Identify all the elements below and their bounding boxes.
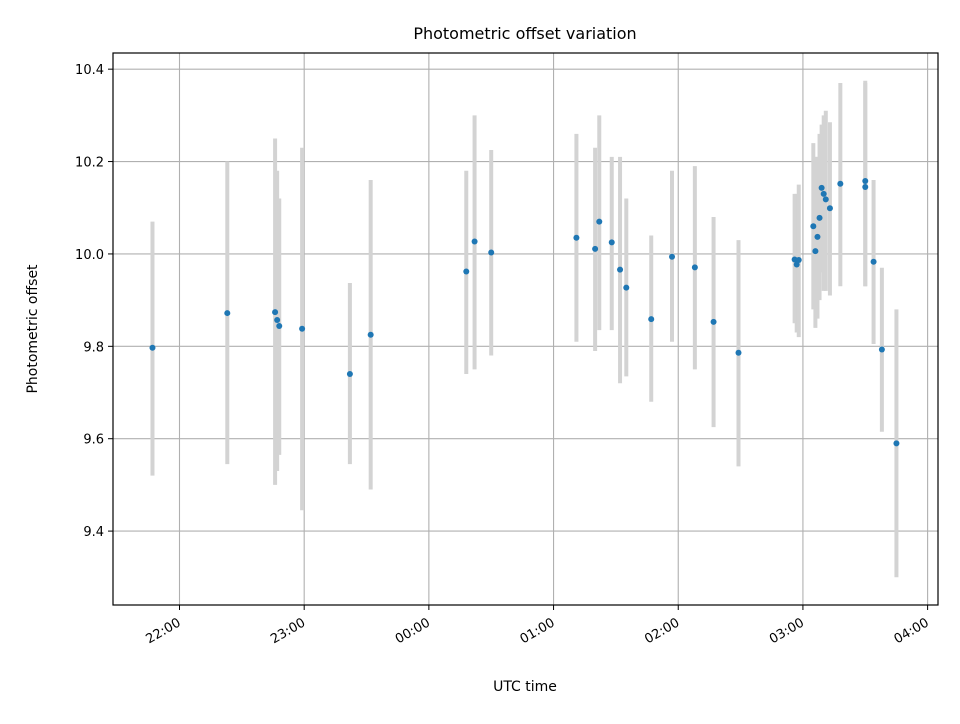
data-point (862, 177, 869, 184)
data-point (596, 218, 603, 225)
data-point (346, 371, 353, 378)
y-tick-label: 9.8 (83, 340, 104, 355)
y-tick-label: 10.2 (75, 156, 104, 171)
data-point (367, 331, 374, 338)
data-point (274, 316, 281, 323)
data-point (691, 264, 698, 271)
grid-lines (113, 53, 938, 605)
data-point (820, 190, 827, 197)
data-point (793, 261, 800, 268)
chart-title: Photometric offset variation (413, 24, 636, 43)
data-point (471, 238, 478, 245)
data-point (862, 183, 869, 190)
data-point (573, 234, 580, 241)
data-point (814, 233, 821, 240)
data-point (893, 440, 900, 447)
y-tick-label: 9.4 (83, 525, 104, 540)
y-tick-label: 9.6 (83, 433, 104, 448)
data-point (617, 266, 624, 273)
data-point (488, 249, 495, 256)
data-point (463, 268, 470, 275)
data-point (299, 325, 306, 332)
data-points (149, 177, 900, 447)
data-point (149, 344, 156, 351)
y-axis-label: Photometric offset (25, 264, 41, 394)
data-point (810, 223, 817, 230)
y-tick-label: 10.0 (75, 248, 104, 263)
data-point (669, 253, 676, 260)
data-point (837, 180, 844, 187)
data-point (608, 239, 615, 246)
x-axis-label: UTC time (493, 679, 557, 695)
data-point (710, 318, 717, 325)
y-axis-ticks: 9.4 9.6 9.8 10.0 10.2 10.4 (75, 63, 113, 540)
data-point (623, 284, 630, 291)
data-point (224, 310, 231, 317)
data-point (592, 245, 599, 252)
data-point (735, 349, 742, 356)
plot-frame (112, 52, 939, 606)
data-point (816, 214, 823, 221)
data-point (878, 346, 885, 353)
data-point (818, 184, 825, 191)
data-point (812, 248, 819, 255)
data-point (276, 322, 283, 329)
data-point (822, 196, 829, 203)
data-point (826, 205, 833, 212)
data-point (648, 316, 655, 323)
data-point (795, 256, 802, 263)
data-point (272, 309, 279, 316)
y-tick-label: 10.4 (75, 63, 104, 78)
data-point (870, 258, 877, 265)
